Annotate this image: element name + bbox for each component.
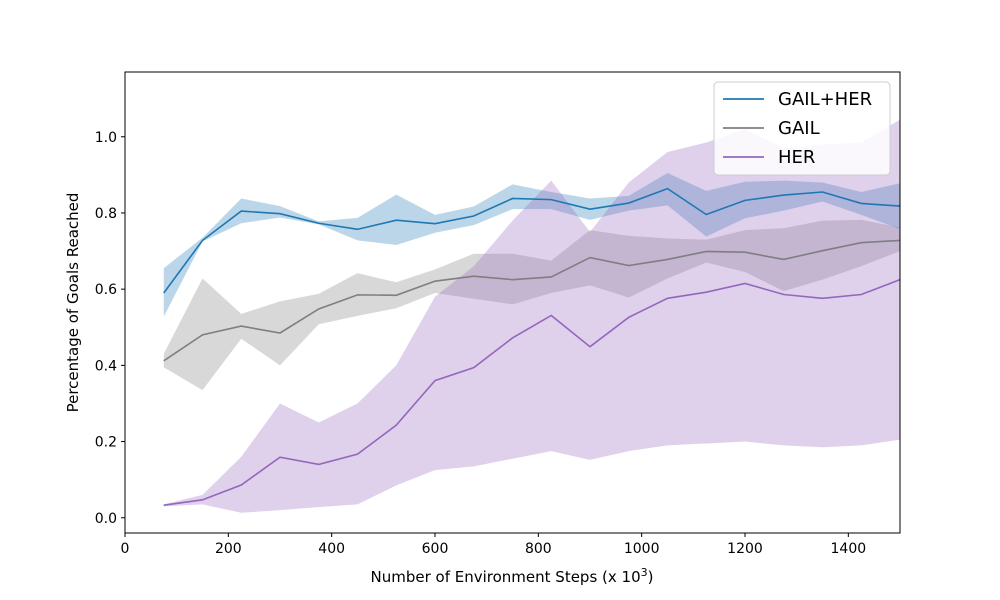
- x-tick-label: 600: [422, 541, 449, 557]
- y-tick-label: 0.0: [95, 511, 117, 527]
- confidence-bands: [163, 119, 900, 513]
- y-tick-label: 0.8: [95, 206, 117, 222]
- legend-label-her: HER: [778, 147, 815, 168]
- x-tick-label: 400: [318, 541, 345, 557]
- x-tick-label: 0: [121, 541, 130, 557]
- legend-label-gail-her: GAIL+HER: [778, 89, 872, 110]
- legend-label-gail: GAIL: [778, 118, 820, 139]
- y-axis: 0.0 0.2 0.4 0.6 0.8 1.0: [95, 130, 125, 527]
- x-tick-label: 200: [215, 541, 242, 557]
- legend: GAIL+HER GAIL HER: [713, 81, 891, 176]
- line-gail: [163, 239, 901, 362]
- y-axis-label: Percentage of Goals Reached: [64, 193, 82, 413]
- x-axis-label-exponent: 3: [641, 566, 648, 579]
- band-gail: [163, 219, 900, 391]
- series-lines: [163, 187, 901, 506]
- y-tick-label: 0.2: [95, 435, 117, 451]
- legend-box: [713, 81, 891, 176]
- band-gail-her: [163, 172, 900, 317]
- x-tick-label: 1200: [727, 541, 763, 557]
- x-tick-label: 1000: [624, 541, 660, 557]
- x-axis-label-end: ): [648, 568, 654, 586]
- line-her: [163, 278, 901, 506]
- x-tick-label: 1400: [831, 541, 867, 557]
- x-axis: 0 200 400 600 800 1000 1200 1400: [121, 533, 867, 557]
- y-tick-label: 0.4: [95, 358, 117, 374]
- y-tick-label: 0.6: [95, 282, 117, 298]
- line-gail-her: [163, 187, 901, 294]
- x-axis-label: Number of Environment Steps (x 103): [371, 566, 654, 586]
- plot-frame: [124, 71, 901, 534]
- x-tick-label: 800: [525, 541, 552, 557]
- x-axis-label-main: Number of Environment Steps (x 10: [371, 568, 641, 586]
- y-tick-label: 1.0: [95, 130, 117, 146]
- band-her: [163, 119, 900, 513]
